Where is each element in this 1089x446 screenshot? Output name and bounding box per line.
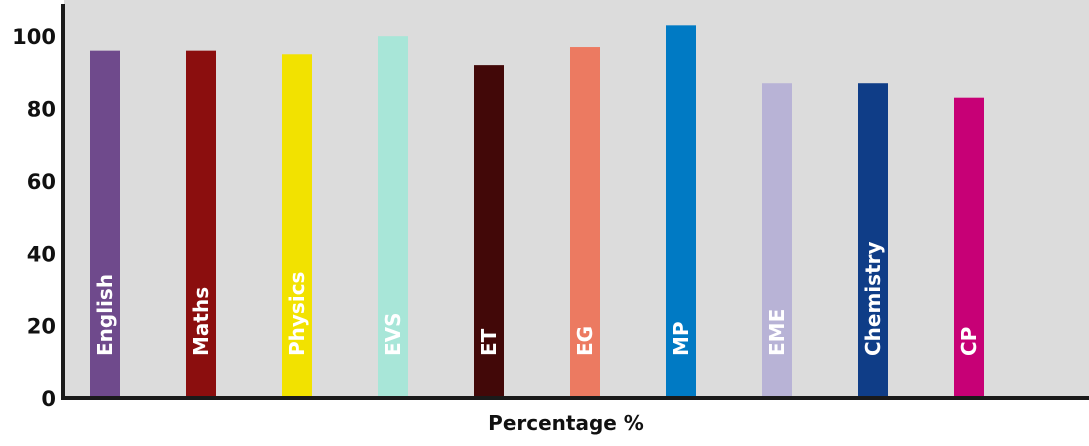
bar-eme [762, 83, 792, 398]
bar-physics [282, 54, 312, 398]
bar-label-cp: CP [957, 327, 981, 356]
bar-maths [186, 50, 216, 399]
bar-english [90, 50, 120, 399]
bar-evs [378, 36, 408, 398]
bar-label-chemistry: Chemistry [861, 241, 885, 356]
bar-label-mp: MP [669, 321, 693, 356]
y-tick-label: 100 [12, 25, 56, 49]
y-tick-label: 20 [27, 315, 56, 339]
y-tick-label: 0 [41, 387, 56, 411]
bar-label-physics: Physics [285, 272, 309, 356]
x-axis-label: Percentage % [488, 411, 644, 435]
bar-label-eg: EG [573, 326, 597, 356]
bar-mp [666, 25, 696, 399]
bar-label-eme: EME [765, 309, 789, 356]
bar-et [474, 65, 504, 399]
y-tick-label: 80 [27, 98, 56, 122]
bar-label-evs: EVS [381, 312, 405, 356]
bar-label-maths: Maths [189, 287, 213, 356]
bar-label-et: ET [477, 328, 501, 356]
bar-cp [954, 97, 984, 398]
y-tick-label: 60 [27, 170, 56, 194]
bar-eg [570, 47, 600, 398]
y-axis-ticks: 0 20 40 60 80 100 [12, 25, 56, 411]
bar-labels-layer: English Maths Physics EVS ET EG MP EME Chemistry… [93, 241, 981, 356]
bar-chemistry [858, 83, 888, 398]
bar-label-english: English [93, 274, 117, 356]
bars-layer [90, 25, 984, 399]
y-tick-label: 40 [27, 242, 56, 266]
